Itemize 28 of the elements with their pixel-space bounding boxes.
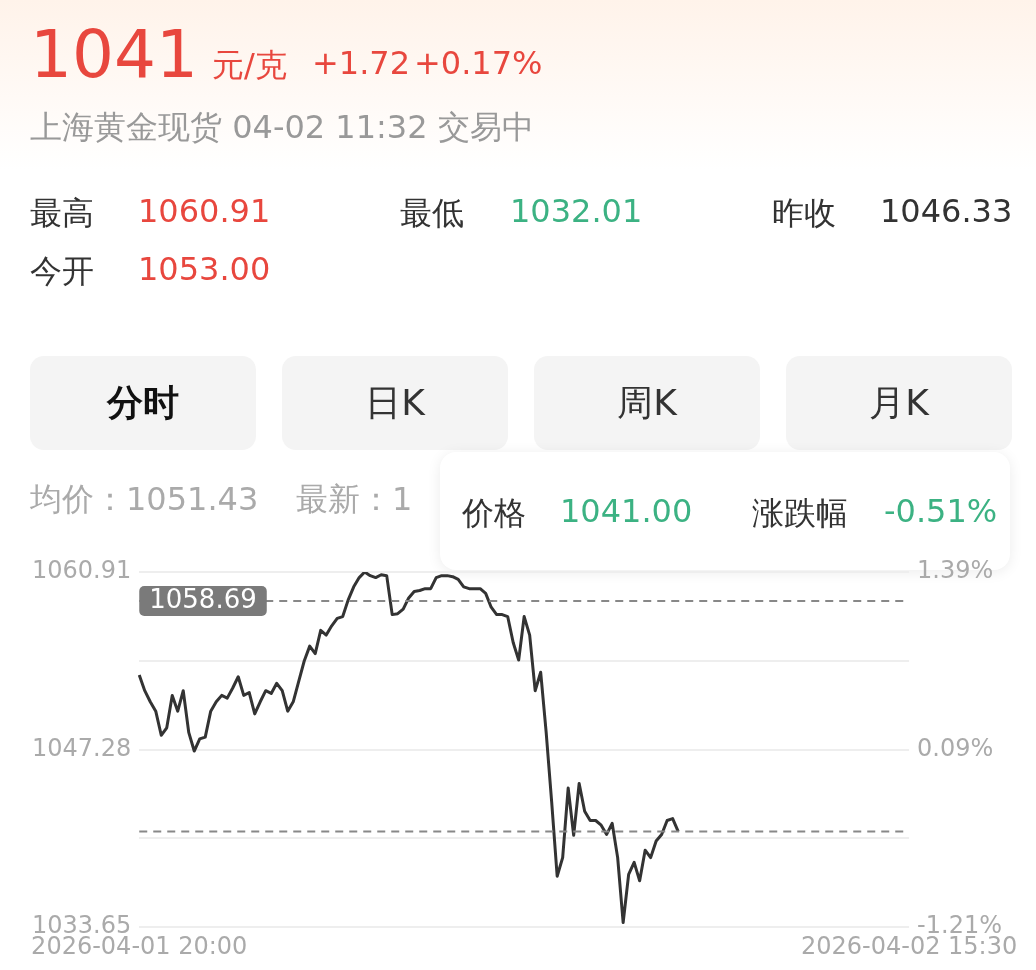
text: 日K: [282, 356, 508, 450]
text: 1041.00: [560, 492, 693, 530]
text: 价格: [462, 493, 526, 534]
text: 1060.91: [138, 192, 271, 230]
text: -0.51%: [884, 492, 998, 530]
text: +0.17%: [414, 44, 543, 82]
text: 月K: [786, 356, 1012, 450]
text: 1053.00: [138, 250, 271, 288]
text: +1.72: [312, 44, 411, 82]
text: 昨收: [772, 193, 836, 234]
y2-tick-label: 0.09%: [917, 733, 994, 762]
text: 今开: [30, 251, 94, 292]
chart-subtitle: 上海黄金现货 04-02 11:32 交易中: [30, 107, 534, 148]
y2-tick-label: 1.39%: [917, 556, 994, 585]
text: 分时: [30, 356, 256, 450]
y-tick-label: 1047.28: [32, 733, 132, 762]
text: 最低: [400, 193, 464, 234]
text: 最新：1: [296, 479, 413, 520]
text: 周K: [534, 356, 760, 450]
ref-line-label: 1058.69: [149, 583, 257, 614]
text: 最高: [30, 193, 94, 234]
chart-title: 1041: [30, 16, 198, 93]
text: 1046.33: [880, 192, 1013, 230]
text: 均价：1051.43: [30, 479, 259, 520]
text: 元/克: [212, 45, 287, 86]
text: 1032.01: [510, 192, 643, 230]
text: 涨跌幅: [752, 493, 848, 534]
y-tick-label: 1060.91: [32, 556, 132, 585]
